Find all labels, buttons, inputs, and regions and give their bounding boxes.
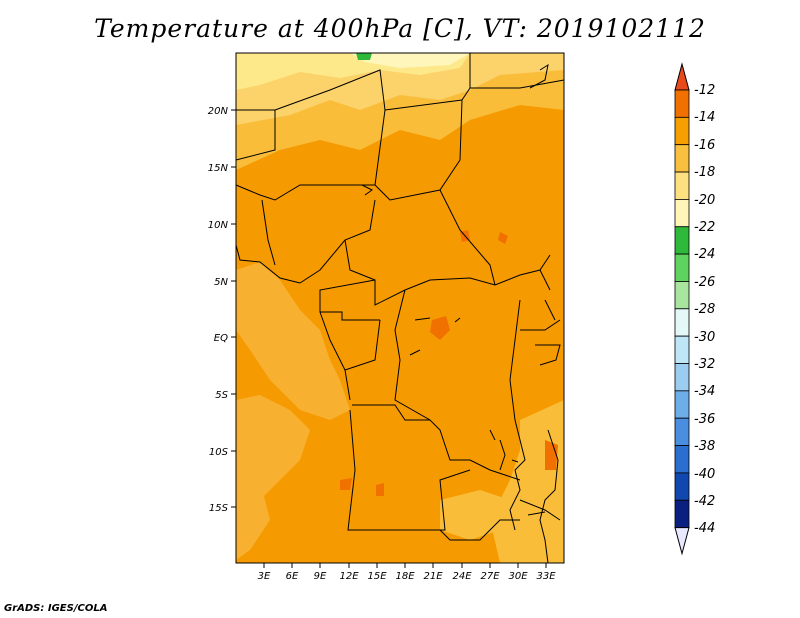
colorbar-swatch: [674, 363, 690, 392]
lat-label: EQ: [214, 333, 228, 344]
colorbar-label: -44: [694, 521, 715, 536]
lon-label: 12E: [339, 571, 359, 582]
lat-label: 5S: [215, 390, 228, 401]
colorbar-swatch: [674, 171, 690, 200]
colorbar-label: -28: [694, 302, 715, 317]
colorbar-swatch: [674, 445, 690, 474]
lat-label: 10N: [208, 220, 229, 231]
colorbar-swatch: [674, 417, 690, 446]
country-borders: [235, 53, 565, 564]
lon-label: 30E: [508, 571, 528, 582]
colorbar-swatch: [674, 335, 690, 364]
lon-label: 33E: [536, 571, 556, 582]
lon-label: 24E: [452, 571, 472, 582]
colorbar-label: -34: [694, 384, 715, 399]
colorbar-swatch: [674, 472, 690, 501]
colorbar-label: -42: [694, 494, 715, 509]
lon-label: 27E: [480, 571, 500, 582]
lon-label: 21E: [423, 571, 443, 582]
lat-label: 5N: [214, 277, 228, 288]
colorbar-swatch: [674, 198, 690, 228]
colorbar-swatch: [674, 226, 690, 255]
lon-ticks: [263, 563, 547, 568]
lat-ticks: [231, 109, 236, 508]
colorbar-label: -24: [694, 247, 715, 262]
credit-text: GrADS: IGES/COLA: [4, 603, 108, 614]
map-frame: [235, 52, 565, 564]
lon-label: 18E: [395, 571, 415, 582]
colorbar-label: -40: [694, 467, 715, 482]
colorbar-label: -20: [694, 193, 715, 208]
lon-labels: 3E 6E 9E 12E 15E 18E 21E 24E 27E 30E 33E: [258, 571, 557, 582]
chart-title: Temperature at 400hPa [C], VT: 201910211…: [94, 14, 706, 43]
colorbar-label: -38: [694, 439, 715, 454]
colorbar: [674, 62, 690, 556]
lon-label: 9E: [314, 571, 327, 582]
colorbar-label: -36: [694, 412, 715, 427]
colorbar-swatch: [674, 89, 690, 118]
lat-label: 10S: [209, 447, 229, 458]
colorbar-label: -32: [694, 357, 715, 372]
lat-labels: 20N 15N 10N 5N EQ 5S 10S 15S: [208, 106, 229, 514]
lon-label: 3E: [258, 571, 271, 582]
colorbar-label: -26: [694, 275, 715, 290]
colorbar-swatch: [674, 144, 690, 173]
colorbar-top-arrow: [674, 62, 690, 91]
colorbar-swatch: [674, 281, 690, 310]
colorbar-swatch: [674, 116, 690, 146]
colorbar-swatch: [674, 499, 690, 529]
lat-label: 20N: [208, 106, 229, 117]
colorbar-label: -16: [694, 138, 715, 153]
colorbar-label: -14: [694, 110, 715, 125]
colorbar-labels: -12 -14 -16 -18 -20 -22 -24 -26 -28 -30 …: [694, 83, 715, 536]
lon-label: 6E: [286, 571, 299, 582]
colorbar-label: -22: [694, 220, 715, 235]
colorbar-bottom-arrow: [674, 527, 690, 556]
colorbar-label: -12: [694, 83, 715, 98]
colorbar-label: -30: [694, 330, 715, 345]
colorbar-swatch: [674, 253, 690, 282]
colorbar-label: -18: [694, 165, 715, 180]
colorbar-swatch: [674, 308, 690, 337]
lat-label: 15N: [208, 163, 229, 174]
lat-label: 15S: [209, 503, 229, 514]
colorbar-swatch: [674, 390, 690, 419]
lon-label: 15E: [367, 571, 387, 582]
